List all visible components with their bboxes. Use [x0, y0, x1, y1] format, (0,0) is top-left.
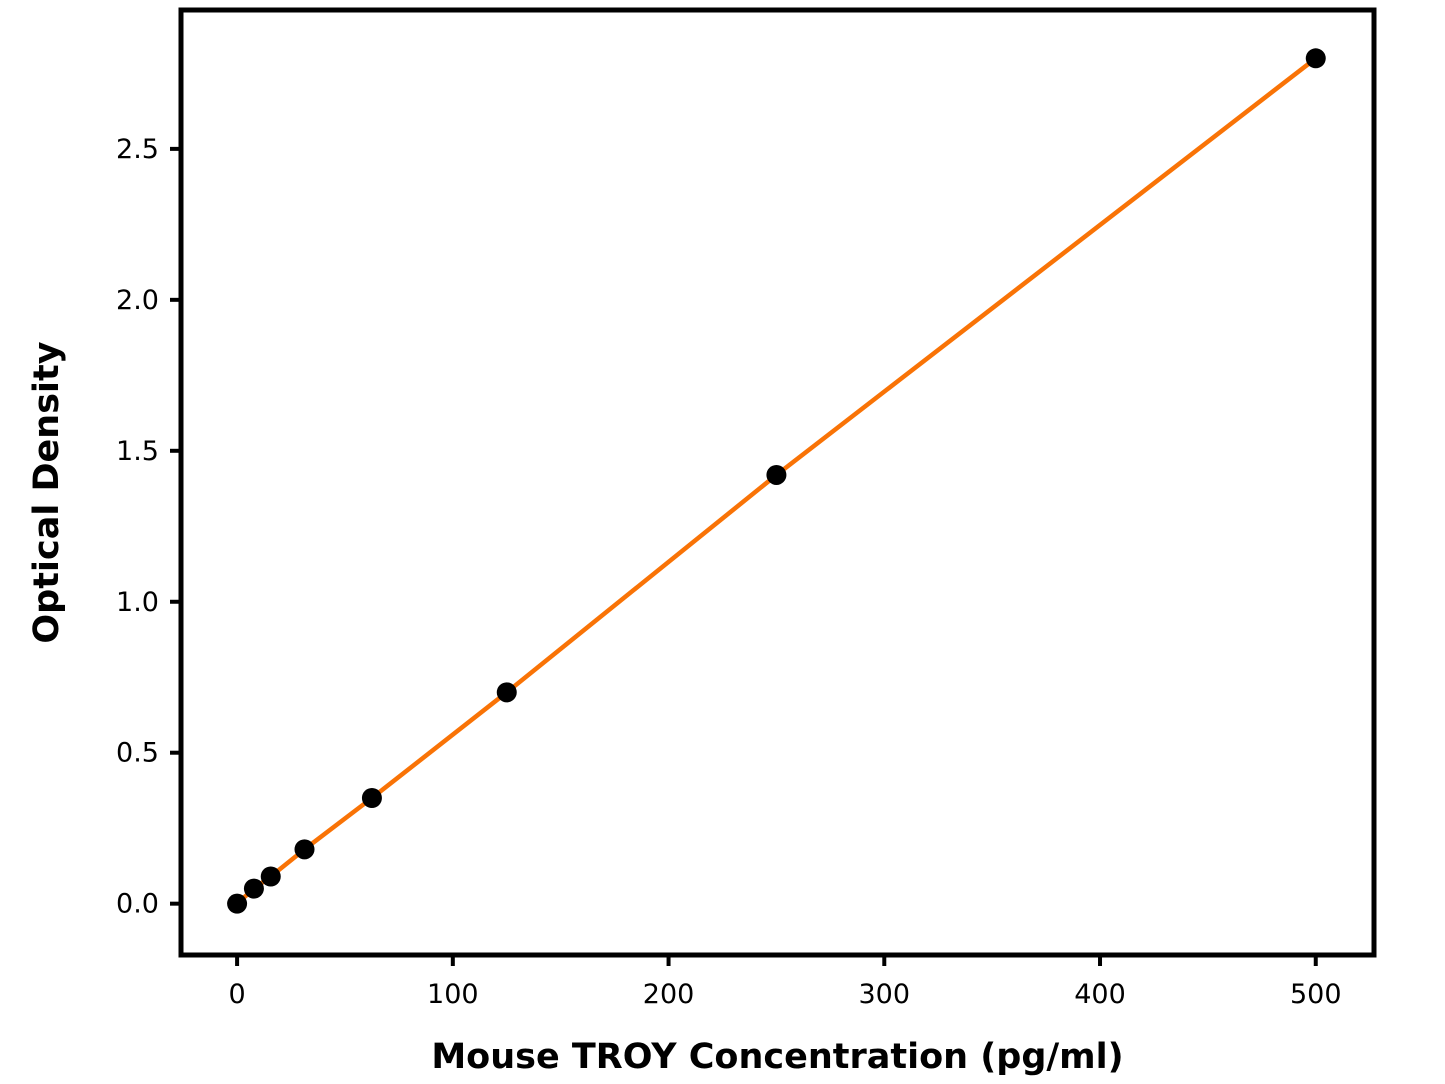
- y-tick-label: 1.5: [116, 436, 159, 467]
- data-point: [294, 839, 315, 860]
- data-point: [361, 788, 382, 809]
- x-tick-label: 100: [427, 979, 479, 1010]
- series-layer: [227, 48, 1326, 914]
- data-point: [260, 866, 281, 887]
- x-tick-label: 400: [1074, 979, 1126, 1010]
- x-axis-label: Mouse TROY Concentration (pg/ml): [431, 1037, 1123, 1077]
- y-tick-label: 2.0: [116, 285, 159, 316]
- y-tick-label: 1.0: [116, 587, 159, 618]
- x-tick-label: 0: [228, 979, 245, 1010]
- y-axis-label: Optical Density: [27, 341, 67, 643]
- data-point: [227, 893, 248, 914]
- data-point: [766, 464, 787, 485]
- plot-area-border: [178, 7, 1377, 958]
- data-point: [496, 682, 517, 703]
- y-tick-label: 0.0: [116, 889, 159, 920]
- x-tick-label: 200: [643, 979, 695, 1010]
- y-tick-label: 2.5: [116, 134, 159, 165]
- x-tick-label: 300: [859, 979, 911, 1010]
- x-tick-label: 500: [1290, 979, 1342, 1010]
- data-point: [243, 878, 264, 899]
- axis-ticks: 0 100 200 300 400 500 0.0 0.5 1.0 1.5 2.0 2.5: [116, 134, 1341, 1010]
- y-tick-label: 0.5: [116, 738, 159, 769]
- data-point: [1305, 48, 1326, 69]
